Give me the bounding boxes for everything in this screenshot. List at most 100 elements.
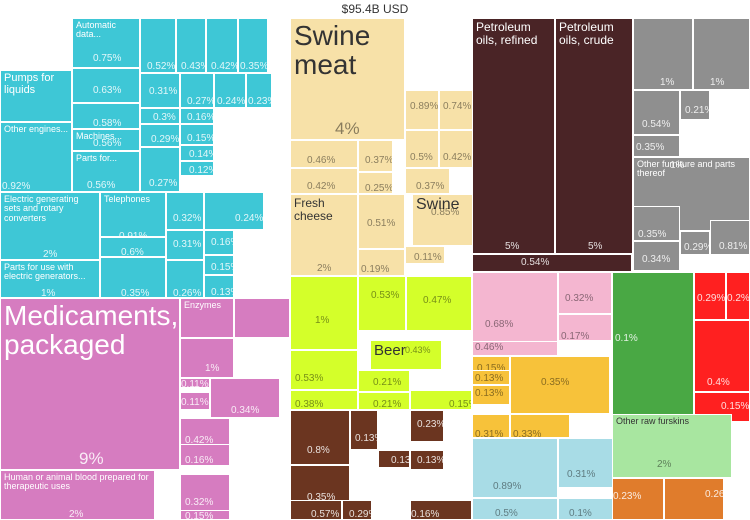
treemap-tile[interactable]: 0.57% xyxy=(290,500,342,520)
treemap-tile[interactable]: Petroleum oils, refined 5% xyxy=(472,18,555,254)
treemap-tile[interactable]: 0.38% xyxy=(290,390,358,410)
treemap-tile[interactable]: 0.16% xyxy=(180,444,230,466)
treemap-tile[interactable]: Parts for use with electric generators..… xyxy=(0,260,100,298)
treemap-tile[interactable]: 0.24% xyxy=(204,192,264,230)
treemap-tile[interactable]: 0.24% xyxy=(214,73,246,108)
treemap-tile[interactable]: 1% xyxy=(180,338,234,378)
treemap-tile[interactable]: Pumps for liquids1% xyxy=(0,70,72,122)
treemap-tile[interactable]: 0.13% xyxy=(410,450,444,470)
treemap-tile[interactable]: 1% xyxy=(290,276,358,350)
treemap-tile[interactable]: 0.21% xyxy=(358,392,410,410)
treemap-tile[interactable]: 0.6% xyxy=(100,237,166,257)
treemap-tile[interactable]: 0.14% xyxy=(180,145,214,161)
treemap-tile[interactable]: 0.37% xyxy=(405,168,450,194)
treemap-tile[interactable]: 0.35% xyxy=(510,356,610,414)
treemap-tile[interactable]: 0.81% xyxy=(710,220,750,255)
treemap-tile[interactable]: 0.42% xyxy=(206,18,238,73)
treemap-tile[interactable]: 0.43% xyxy=(176,18,206,73)
treemap-tile[interactable]: Petroleum oils, crude 5% xyxy=(555,18,633,254)
treemap-tile[interactable]: Swine 0.85% xyxy=(412,194,474,246)
treemap-tile[interactable]: 0.26% xyxy=(166,260,204,298)
treemap-tile[interactable]: 0.17% xyxy=(558,314,612,341)
treemap-tile[interactable]: Parts for... 0.56% xyxy=(72,151,140,192)
treemap-tile[interactable]: 0.35% xyxy=(100,257,166,298)
treemap-tile[interactable]: 0.27% xyxy=(140,147,180,192)
treemap-tile[interactable]: 0.5% xyxy=(405,130,439,168)
treemap-tile[interactable]: 0.13% xyxy=(472,385,510,405)
treemap-tile[interactable]: 0.53% xyxy=(290,350,358,390)
treemap-tile[interactable]: Human or animal blood prepared for thera… xyxy=(0,470,155,520)
treemap-tile[interactable]: 0.53% xyxy=(358,276,406,331)
treemap-tile[interactable]: 0.5% xyxy=(472,498,558,520)
treemap-tile[interactable]: Beer 0.43% xyxy=(370,340,442,370)
treemap-tile[interactable]: 0.29% xyxy=(694,272,726,320)
treemap-tile[interactable]: 0.37% xyxy=(358,140,393,172)
treemap-tile[interactable]: 0.63% xyxy=(72,68,140,103)
treemap-tile[interactable]: 0.54% xyxy=(633,90,680,135)
treemap-tile[interactable]: 0.89% xyxy=(472,438,558,498)
treemap-tile[interactable]: 0.32% xyxy=(558,272,612,314)
treemap-tile[interactable]: 1% xyxy=(693,18,750,90)
treemap-tile[interactable]: 0.33% xyxy=(510,414,570,438)
treemap-tile[interactable]: 0.25% xyxy=(358,172,393,194)
treemap-tile[interactable]: 0.2% xyxy=(726,272,750,320)
treemap-tile[interactable]: 0.54% xyxy=(472,254,632,272)
treemap-tile[interactable]: 0.35% xyxy=(633,206,680,241)
treemap-tile[interactable]: 0.1% xyxy=(612,272,694,432)
treemap-tile[interactable]: 0.11% xyxy=(180,392,210,410)
treemap-tile[interactable]: Medicaments, packaged 9% xyxy=(0,298,180,470)
treemap-tile[interactable]: Swine meat 4% xyxy=(290,18,405,140)
treemap-tile[interactable]: 0.58% xyxy=(72,103,140,129)
treemap-tile[interactable]: 0.8% xyxy=(290,410,350,465)
treemap-tile[interactable]: 0.11% xyxy=(180,378,210,388)
treemap-tile[interactable]: 0.51% xyxy=(358,194,405,249)
treemap-tile[interactable]: 0.42% xyxy=(439,130,473,168)
treemap-tile[interactable]: 0.46% xyxy=(290,140,358,168)
treemap-tile[interactable]: 0.52% xyxy=(140,18,176,73)
treemap-tile[interactable]: Electric generating sets and rotary conv… xyxy=(0,192,100,260)
treemap-tile[interactable]: Automatic data... 0.75% xyxy=(72,18,140,68)
treemap-tile[interactable]: 0.68% xyxy=(472,272,558,352)
treemap-tile[interactable]: Other raw furskins 2% xyxy=(612,414,732,478)
treemap-tile[interactable]: 0.12% xyxy=(180,161,214,176)
treemap-tile[interactable]: 0.23% xyxy=(410,410,444,442)
treemap-tile[interactable]: 0.31% xyxy=(166,230,204,260)
treemap-tile[interactable]: 0.16% xyxy=(410,500,472,520)
treemap-tile[interactable]: Telephones 0.91% xyxy=(100,192,166,237)
treemap-tile[interactable]: 0.13% xyxy=(350,410,378,450)
treemap-tile[interactable]: 0.13% xyxy=(472,370,510,385)
treemap-tile[interactable]: 0.32% xyxy=(180,474,230,512)
treemap-tile[interactable]: 0.29% xyxy=(140,124,180,147)
treemap-tile[interactable]: 0.1% xyxy=(558,498,613,520)
treemap-tile[interactable]: 0.19% xyxy=(358,249,405,276)
treemap-tile[interactable]: 0.16% xyxy=(204,230,234,255)
treemap-tile[interactable]: 0.29% xyxy=(342,500,372,520)
treemap-tile[interactable]: 0.15% xyxy=(180,124,214,145)
treemap-tile[interactable]: 0.47% xyxy=(406,276,472,331)
treemap-tile[interactable]: 1% xyxy=(633,18,693,90)
treemap-tile[interactable]: 0.42% xyxy=(290,168,358,194)
treemap-tile[interactable]: Other engines... 0.92% xyxy=(0,122,72,192)
treemap-tile[interactable]: 0.23% xyxy=(246,73,272,108)
treemap-tile[interactable]: 0.27% xyxy=(180,73,214,108)
treemap-tile[interactable]: 0.13% xyxy=(204,275,234,298)
treemap-tile[interactable]: 0.21% xyxy=(358,370,410,392)
treemap-tile[interactable]: 0.4% xyxy=(694,320,750,392)
treemap-tile[interactable]: 0.31% xyxy=(140,73,180,108)
treemap-tile[interactable]: 0.29% xyxy=(680,231,710,255)
treemap-tile[interactable]: 0.21% xyxy=(680,90,710,120)
treemap-tile[interactable]: 0.15% xyxy=(410,390,472,410)
treemap-tile[interactable]: 0.34% xyxy=(633,241,680,271)
treemap-tile[interactable]: Machines... 0.56% xyxy=(72,129,140,151)
treemap-tile[interactable]: 0.16% xyxy=(180,108,214,124)
treemap-tile[interactable]: 0.15% xyxy=(180,510,230,520)
treemap-tile[interactable]: 0.11% xyxy=(405,246,445,264)
treemap-tile[interactable]: 0.31% xyxy=(472,414,510,438)
treemap-tile[interactable]: 0.23% xyxy=(612,478,664,520)
treemap-tile[interactable]: Enzymes0.36% xyxy=(180,298,234,338)
treemap-tile[interactable]: 0.32% xyxy=(166,192,204,230)
treemap-tile[interactable]: 0.13% xyxy=(378,450,410,468)
treemap-tile[interactable]: 0.34% xyxy=(210,378,280,418)
treemap-tile[interactable]: Fresh cheese 2% xyxy=(290,194,358,276)
treemap-tile[interactable]: 0.35% xyxy=(238,18,268,73)
